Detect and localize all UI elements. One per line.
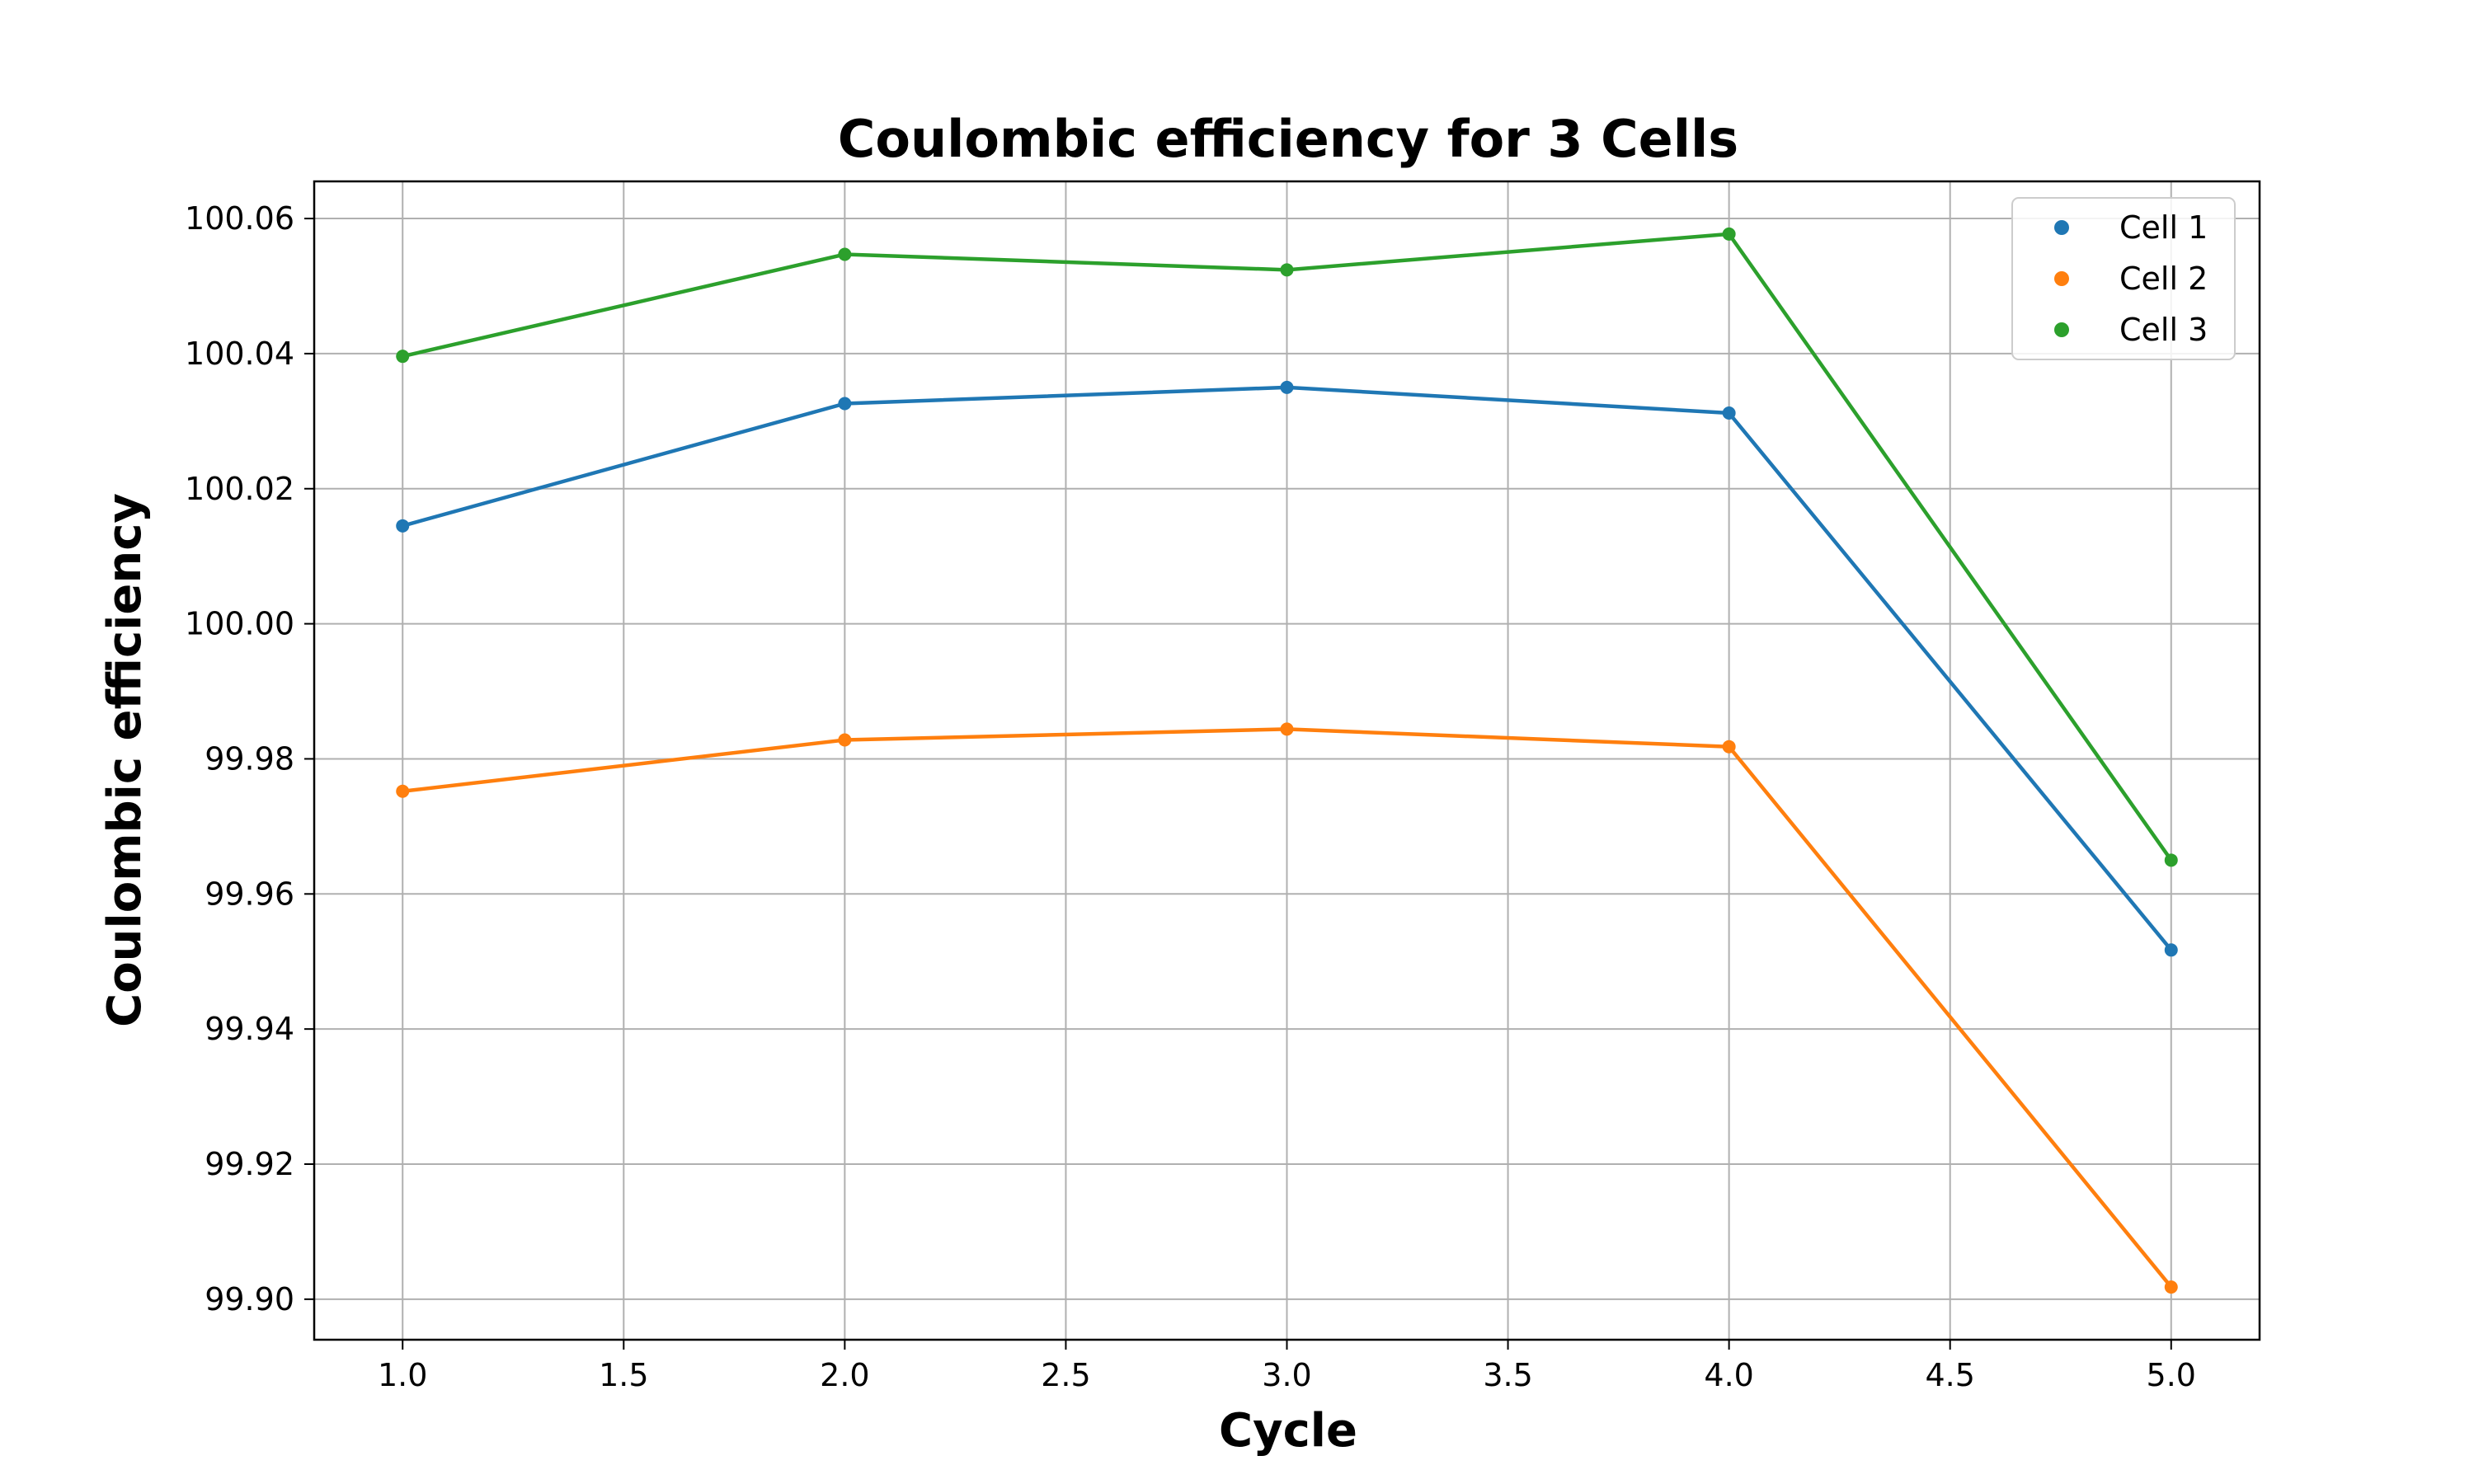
y-tick-label: 100.06 [185, 200, 294, 237]
data-point-cell-2 [396, 784, 410, 798]
legend: Cell 1 Cell 2 Cell 3 [2011, 197, 2236, 360]
x-tick-label: 3.5 [1483, 1357, 1532, 1393]
data-point-cell-1 [838, 397, 852, 411]
x-tick-label: 2.0 [820, 1357, 869, 1393]
legend-item-cell-3: Cell 3 [2054, 312, 2208, 348]
x-tick-label: 1.5 [599, 1357, 648, 1393]
x-axis-label: Cycle [1219, 1404, 1357, 1458]
data-point-cell-2 [1722, 740, 1736, 754]
x-tick-label: 4.0 [1704, 1357, 1753, 1393]
series-cell-2 [396, 722, 2178, 1294]
legend-item-cell-1: Cell 1 [2054, 209, 2208, 246]
legend-label: Cell 2 [2119, 261, 2208, 297]
data-point-cell-2 [838, 733, 852, 747]
data-point-cell-3 [1280, 263, 1294, 277]
y-tick-label: 99.92 [205, 1146, 294, 1182]
data-point-cell-2 [1280, 722, 1294, 736]
data-point-cell-3 [2164, 853, 2178, 867]
legend-item-cell-2: Cell 2 [2054, 261, 2208, 297]
y-tick-label: 100.00 [185, 606, 294, 642]
grid-lines [314, 181, 2260, 1340]
axis-ticks: 1.0 1.5 2.0 2.5 3.0 3.5 4.0 4.5 5.0 99.90 99.92 99.… [185, 200, 2196, 1393]
chart-title: Coulombic efficiency for 3 Cells [838, 109, 1738, 169]
data-point-cell-1 [1722, 406, 1736, 420]
legend-label: Cell 1 [2119, 209, 2208, 246]
x-tick-label: 4.5 [1925, 1357, 1974, 1393]
y-tick-label: 100.04 [185, 336, 294, 372]
data-point-cell-2 [2164, 1280, 2178, 1294]
data-point-cell-3 [838, 247, 852, 261]
legend-box [2011, 197, 2236, 360]
y-tick-label: 99.94 [205, 1011, 294, 1047]
data-point-cell-1 [2164, 943, 2178, 957]
x-tick-label: 5.0 [2147, 1357, 2196, 1393]
legend-marker [2054, 220, 2069, 235]
data-point-cell-3 [396, 350, 410, 364]
y-tick-label: 99.98 [205, 740, 294, 777]
y-tick-label: 99.90 [205, 1281, 294, 1317]
series-layer [396, 227, 2178, 1294]
y-axis-label: Coulombic efficiency [98, 493, 152, 1027]
y-tick-label: 100.02 [185, 471, 294, 507]
x-tick-label: 1.0 [378, 1357, 427, 1393]
data-point-cell-1 [396, 519, 410, 533]
data-point-cell-1 [1280, 380, 1294, 394]
legend-label: Cell 3 [2119, 312, 2208, 348]
y-tick-label: 99.96 [205, 876, 294, 912]
series-cell-3 [396, 227, 2178, 867]
x-tick-label: 3.0 [1262, 1357, 1311, 1393]
legend-marker [2054, 271, 2069, 286]
x-tick-label: 2.5 [1041, 1357, 1090, 1393]
data-point-cell-3 [1722, 227, 1736, 241]
legend-marker [2054, 322, 2069, 337]
series-cell-1 [396, 380, 2178, 957]
